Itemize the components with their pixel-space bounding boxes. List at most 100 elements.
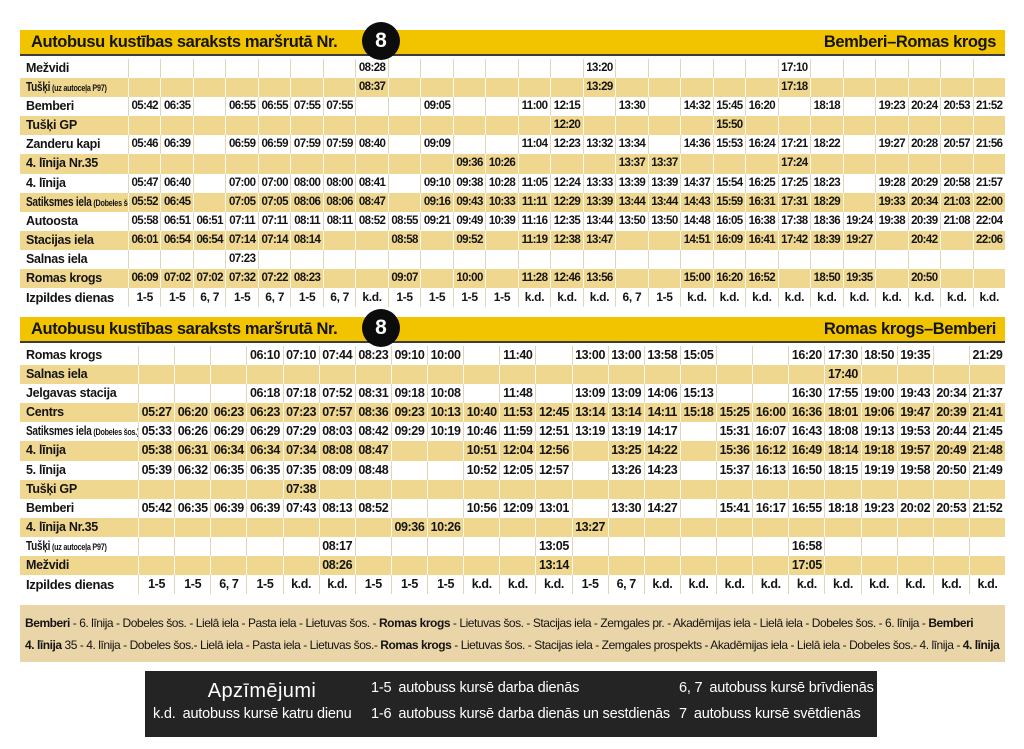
time-cell: 13:09 bbox=[607, 384, 644, 404]
time-cell bbox=[571, 441, 608, 461]
time-cell bbox=[160, 249, 192, 270]
time-cell bbox=[607, 556, 644, 576]
service-days-cell: k.d. bbox=[810, 288, 842, 308]
time-cell bbox=[138, 479, 174, 499]
time-cell bbox=[387, 249, 420, 270]
time-cell bbox=[322, 78, 355, 98]
service-days-cell: k.d. bbox=[282, 575, 319, 595]
time-cell: 17:55 bbox=[824, 384, 860, 404]
time-cell: 20:42 bbox=[907, 230, 940, 250]
time-cell bbox=[842, 173, 875, 193]
service-days-cell: k.d. bbox=[499, 575, 535, 595]
time-cell: 07:34 bbox=[282, 441, 319, 461]
time-cell: 18:29 bbox=[810, 192, 842, 212]
time-cell: 07:18 bbox=[282, 384, 319, 404]
timetable-row: Tušķi (uz autoceļa P97) 08:37 13:29 17:18 bbox=[20, 78, 1005, 98]
time-cell: 08:37 bbox=[355, 78, 387, 98]
time-cell: 09:21 bbox=[420, 211, 452, 231]
time-cell: 13:01 bbox=[535, 498, 571, 518]
service-days-cell: 1-5 bbox=[160, 288, 192, 308]
time-cell bbox=[128, 116, 160, 136]
time-cell: 15:54 bbox=[712, 173, 745, 193]
time-cell: 20:39 bbox=[932, 403, 969, 423]
time-cell: 18:08 bbox=[824, 422, 860, 442]
time-cell: 12:51 bbox=[535, 422, 571, 442]
service-days-cell: 1-5 bbox=[290, 288, 322, 308]
time-cell bbox=[246, 365, 282, 385]
legend: Apzīmējumi 1-5 autobuss kursē darba dienās… bbox=[145, 671, 877, 737]
time-cell: 14:06 bbox=[643, 384, 680, 404]
time-cell: 20:53 bbox=[940, 97, 972, 117]
timetable-row: Tušķi GP 07:38 bbox=[20, 479, 1005, 499]
service-days-label: Izpildes dienas bbox=[26, 290, 114, 306]
time-cell bbox=[257, 78, 290, 98]
time-cell: 06:29 bbox=[246, 422, 282, 442]
time-cell: 16:36 bbox=[788, 403, 824, 423]
header-outbound: Autobusu kustības saraksts maršrutā Nr. … bbox=[20, 22, 1005, 60]
time-cell bbox=[907, 59, 940, 79]
time-cell: 13:33 bbox=[582, 173, 615, 193]
timetable-row: Bemberi 05:42 06:35 06:55 06:55 07:55 07:55 09:… bbox=[20, 97, 1005, 117]
time-cell bbox=[647, 59, 680, 79]
time-cell: 07:44 bbox=[318, 346, 355, 366]
time-cell: 17:31 bbox=[777, 192, 810, 212]
time-cell bbox=[615, 249, 647, 270]
time-cell: 10:00 bbox=[427, 346, 463, 366]
timetable-row: Autoosta 05:58 06:51 06:51 07:11 07:11 08:11 08… bbox=[20, 211, 1005, 231]
time-cell bbox=[647, 249, 680, 270]
time-cell bbox=[174, 517, 210, 537]
service-days-label: Izpildes dienas bbox=[26, 577, 114, 593]
time-cell: 05:39 bbox=[138, 460, 174, 480]
time-cell bbox=[192, 116, 225, 136]
time-cell bbox=[788, 365, 824, 385]
stop-label: Mežvidi bbox=[26, 558, 70, 573]
time-cell: 13:05 bbox=[535, 536, 571, 557]
time-cell bbox=[535, 384, 571, 404]
time-cell bbox=[788, 479, 824, 499]
time-cell bbox=[225, 116, 257, 136]
time-cell: 15:31 bbox=[716, 422, 752, 442]
time-cell bbox=[485, 116, 517, 136]
stop-label: 4. līnija Nr.35 bbox=[26, 156, 98, 171]
route-segment: Bemberi bbox=[928, 616, 974, 630]
time-cell bbox=[860, 517, 897, 537]
legend-text: autobuss kursē katru dienu bbox=[182, 706, 352, 722]
legend-code: 1-5 bbox=[371, 680, 392, 696]
time-cell bbox=[535, 346, 571, 366]
time-cell: 17:25 bbox=[777, 173, 810, 193]
time-cell bbox=[679, 517, 716, 537]
time-cell: 06:23 bbox=[210, 403, 246, 423]
time-cell: 07:23 bbox=[225, 249, 257, 270]
time-cell bbox=[452, 135, 485, 155]
time-cell: 07:22 bbox=[257, 269, 290, 289]
time-cell: 18:50 bbox=[860, 346, 897, 366]
time-cell: 09:36 bbox=[452, 154, 485, 174]
stop-label: Romas krogs bbox=[26, 348, 102, 362]
legend-item: 1-5 autobuss kursē darba dienās bbox=[371, 680, 679, 706]
time-cell: 19:24 bbox=[842, 211, 875, 231]
time-cell bbox=[777, 116, 810, 136]
time-cell bbox=[582, 97, 615, 117]
time-cell: 07:00 bbox=[257, 173, 290, 193]
time-cell: 11:19 bbox=[517, 230, 550, 250]
service-days-cell: 1-5 bbox=[647, 288, 680, 308]
time-cell: 16:20 bbox=[712, 269, 745, 289]
stop-label: Bemberi bbox=[26, 500, 74, 515]
time-cell bbox=[842, 97, 875, 117]
time-cell bbox=[322, 230, 355, 250]
time-cell: 10:26 bbox=[485, 154, 517, 174]
time-cell: 06:34 bbox=[246, 441, 282, 461]
time-cell bbox=[192, 154, 225, 174]
timetable-row: Tušķi GP 12:20 15:50 bbox=[20, 116, 1005, 136]
time-cell: 14:27 bbox=[643, 498, 680, 518]
stop-label: Mežvidi bbox=[26, 61, 70, 75]
time-cell bbox=[842, 135, 875, 155]
time-cell bbox=[752, 384, 788, 404]
time-cell bbox=[192, 135, 225, 155]
time-cell: 12:46 bbox=[550, 269, 582, 289]
service-days-cell: k.d. bbox=[842, 288, 875, 308]
route-description-line-1: Bemberi - 6. līnija - Dobeles šos. - Lie… bbox=[25, 612, 1000, 634]
time-cell bbox=[571, 479, 608, 499]
time-cell: 08:14 bbox=[290, 230, 322, 250]
time-cell bbox=[680, 116, 712, 136]
